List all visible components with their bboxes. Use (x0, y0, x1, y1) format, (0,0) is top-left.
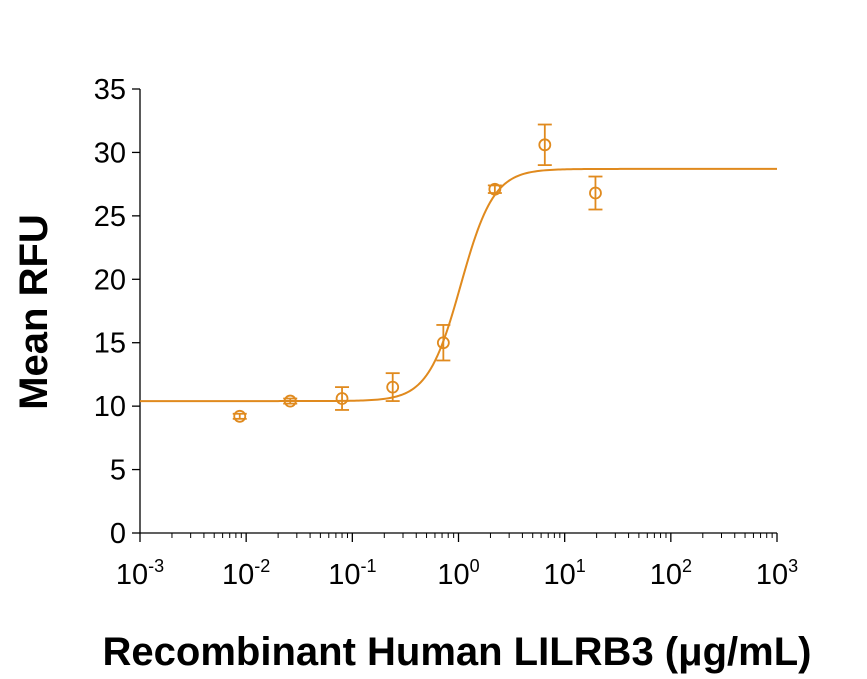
x-axis-title: Recombinant Human LILRB3 (μg/mL) (103, 630, 812, 674)
data-marker (283, 394, 297, 408)
data-point (335, 386, 350, 411)
y-tick-label: 35 (94, 74, 126, 106)
y-tick-label: 25 (94, 201, 126, 233)
x-tick-label: 100 (437, 556, 479, 591)
data-point (385, 372, 400, 402)
x-tick-label: 10-2 (222, 556, 270, 591)
data-marker (589, 186, 602, 200)
data-point (537, 123, 552, 167)
data-marker (335, 392, 349, 405)
x-tick-label: 101 (544, 556, 586, 591)
x-tick-label: 102 (650, 556, 692, 591)
y-tick-label: 20 (94, 264, 126, 296)
y-tick-label: 30 (94, 137, 126, 169)
data-marker (538, 138, 552, 152)
x-tick-label: 10-1 (328, 556, 376, 591)
data-point (232, 409, 247, 423)
y-tick-label: 5 (110, 455, 126, 487)
data-marker (386, 380, 400, 394)
fit-curve (140, 167, 777, 403)
data-marker (436, 336, 450, 350)
data-points-layer (232, 123, 603, 423)
tick-labels-layer: 0 5 10 15 20 25 30 35 10-3 10-2 10-1 100 101 102 103 (94, 74, 798, 591)
data-marker (233, 409, 247, 423)
y-tick-label: 10 (94, 391, 126, 423)
fit-curve-layer (140, 167, 777, 403)
y-tick-label: 15 (94, 328, 126, 360)
data-point (588, 175, 603, 211)
data-point (436, 324, 451, 362)
x-tick-label: 10-3 (116, 556, 164, 591)
x-tick-label: 103 (756, 556, 798, 591)
axes (132, 88, 778, 542)
data-point (283, 394, 298, 408)
y-axis-title: Mean RFU (12, 214, 56, 410)
y-tick-label: 0 (110, 518, 126, 550)
data-point (487, 182, 502, 196)
data-marker (488, 182, 502, 196)
